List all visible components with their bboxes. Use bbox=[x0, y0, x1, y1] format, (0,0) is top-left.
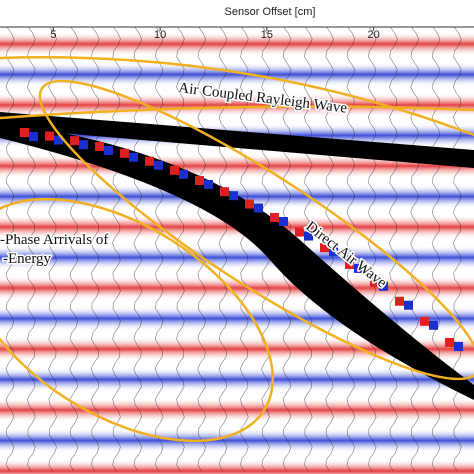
band bbox=[0, 367, 474, 392]
cell bbox=[354, 263, 363, 273]
cell bbox=[329, 247, 338, 257]
trace bbox=[154, 27, 164, 472]
cell bbox=[195, 175, 204, 185]
trace bbox=[176, 27, 185, 472]
cell bbox=[229, 191, 238, 201]
cell bbox=[20, 128, 29, 137]
cell bbox=[279, 217, 288, 226]
cell bbox=[29, 132, 38, 141]
annotation: -Energy bbox=[3, 251, 52, 267]
x-tick-label: 15 bbox=[261, 29, 273, 41]
rayleigh-outline bbox=[0, 56, 474, 137]
trace bbox=[90, 27, 100, 472]
cell bbox=[245, 199, 254, 209]
air-wave-band bbox=[0, 112, 474, 168]
band bbox=[0, 459, 474, 474]
cell bbox=[129, 152, 138, 162]
trace bbox=[133, 27, 143, 472]
cell bbox=[204, 179, 213, 189]
trace bbox=[48, 27, 57, 472]
cell bbox=[404, 300, 413, 310]
cell bbox=[304, 231, 313, 241]
trace bbox=[218, 27, 228, 472]
x-tick-label: 5 bbox=[50, 29, 56, 41]
cell bbox=[445, 337, 454, 347]
cell bbox=[370, 277, 379, 287]
cell bbox=[429, 320, 438, 330]
phase-outline bbox=[0, 197, 274, 443]
cell bbox=[220, 187, 229, 197]
cell bbox=[104, 145, 113, 155]
cell bbox=[45, 131, 54, 141]
cell bbox=[145, 156, 154, 166]
x-tick-label: 10 bbox=[154, 29, 166, 41]
cell bbox=[295, 227, 304, 237]
direct-wave-band bbox=[0, 122, 474, 400]
x-axis-title: Sensor Offset [cm] bbox=[225, 6, 316, 18]
cell bbox=[254, 203, 263, 213]
trace bbox=[389, 27, 398, 472]
trace bbox=[69, 27, 79, 472]
cell bbox=[70, 136, 79, 146]
cell bbox=[170, 165, 179, 175]
trace bbox=[197, 27, 207, 472]
trace bbox=[5, 27, 15, 472]
cell bbox=[345, 259, 354, 269]
cell bbox=[420, 316, 429, 326]
trace bbox=[239, 27, 249, 472]
cell bbox=[95, 141, 104, 151]
cell bbox=[379, 281, 388, 291]
cell bbox=[79, 140, 88, 150]
trace bbox=[431, 27, 441, 472]
x-tick-label: 20 bbox=[368, 29, 380, 41]
direct-outline bbox=[38, 79, 474, 381]
band bbox=[0, 245, 474, 270]
annotation: -Phase Arrivals of bbox=[0, 232, 108, 248]
cell bbox=[179, 169, 188, 179]
trace bbox=[26, 27, 36, 472]
trace bbox=[452, 27, 462, 472]
trace bbox=[367, 27, 377, 472]
cell bbox=[395, 296, 404, 306]
plot-area bbox=[0, 27, 474, 474]
cell bbox=[270, 213, 279, 222]
trace bbox=[112, 27, 121, 472]
cell bbox=[454, 341, 463, 351]
band bbox=[0, 32, 474, 56]
cell bbox=[320, 243, 329, 253]
cell bbox=[154, 160, 163, 170]
trace bbox=[410, 27, 420, 472]
cell bbox=[54, 135, 63, 145]
cell bbox=[120, 148, 129, 158]
